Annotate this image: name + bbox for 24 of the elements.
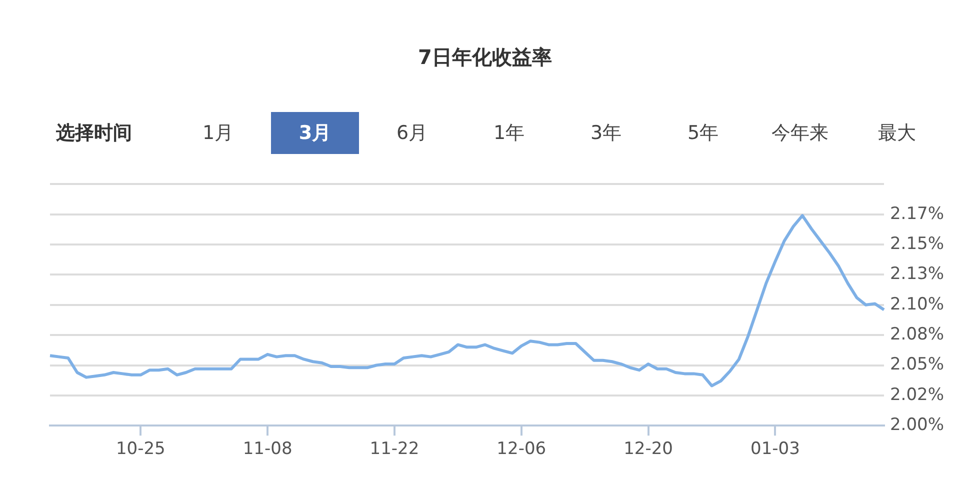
- text: 6月: [395, 121, 429, 146]
- x-tick-label: 10-25: [116, 439, 166, 460]
- text: 1月: [201, 121, 235, 146]
- text: 3月: [271, 112, 359, 154]
- chart-title: 7日年化收益率: [417, 44, 553, 71]
- x-tick-label: 01-03: [750, 439, 800, 460]
- y-tick-label: 2.02%: [890, 384, 944, 405]
- text: 5年: [686, 121, 720, 146]
- text: 最大: [877, 121, 917, 146]
- y-tick-label: 2.17%: [890, 204, 944, 224]
- text: 选择时间: [56, 121, 133, 146]
- text: 3年: [589, 121, 623, 146]
- y-tick-label: 2.13%: [890, 264, 944, 284]
- x-tick-label: 11-22: [370, 439, 420, 460]
- x-tick-label: 12-20: [624, 439, 674, 460]
- y-tick-label: 2.08%: [890, 324, 944, 344]
- x-tick-label: 12-06: [496, 439, 546, 460]
- x-tick-label: 11-08: [242, 439, 292, 460]
- text: 今年来: [770, 121, 830, 146]
- text: 1年: [492, 121, 526, 146]
- y-tick-label: 2.05%: [890, 354, 944, 375]
- y-tick-label: 2.10%: [890, 294, 944, 314]
- y-tick-label: 2.15%: [890, 234, 944, 254]
- y-tick-label: 2.00%: [890, 415, 944, 436]
